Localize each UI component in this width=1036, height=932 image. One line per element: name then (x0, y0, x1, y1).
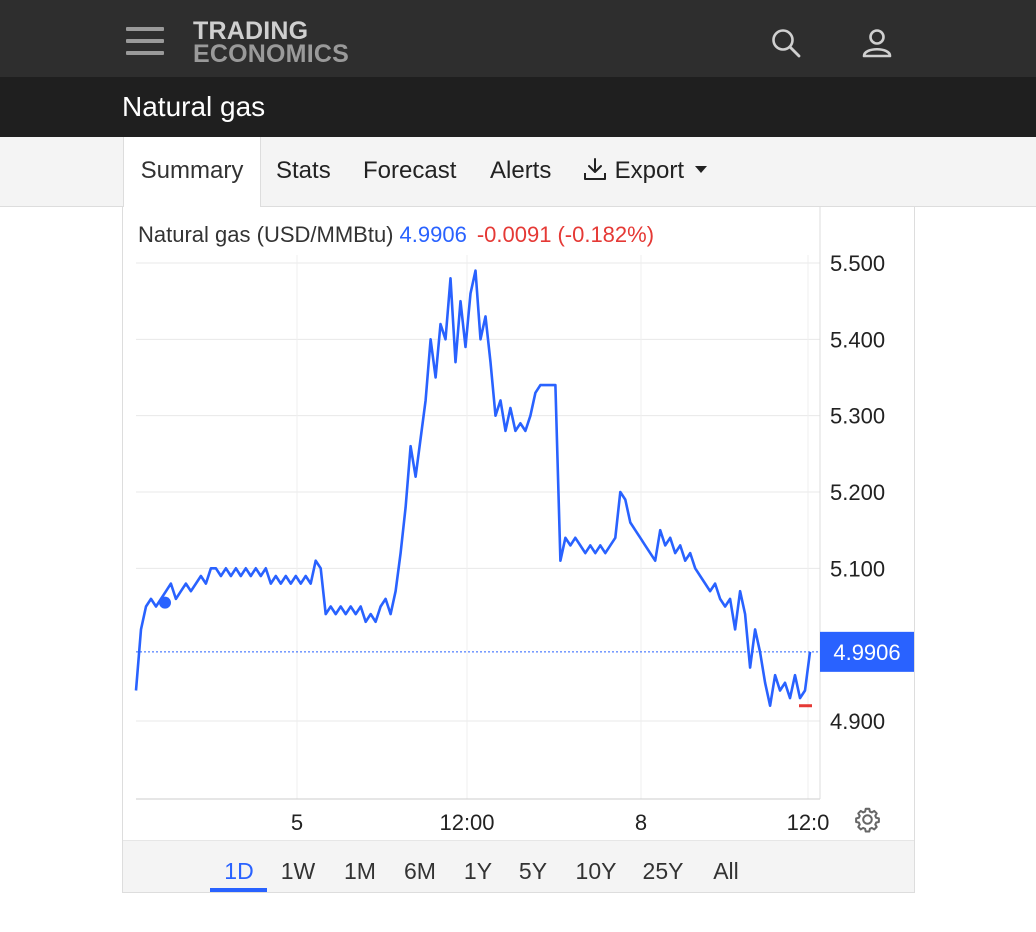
y-tick-label: 4.900 (830, 709, 885, 734)
range-1d[interactable]: 1D (224, 858, 254, 884)
tab-bar: Summary Stats Forecast Alerts Export (0, 137, 1036, 208)
settings-gear-icon[interactable] (854, 806, 881, 833)
download-icon (584, 157, 606, 180)
x-tick-label: 5 (291, 810, 303, 835)
range-10y[interactable]: 10Y (575, 858, 617, 884)
tab-alerts[interactable]: Alerts (490, 157, 552, 184)
tab-forecast[interactable]: Forecast (363, 157, 457, 184)
page-title: Natural gas (122, 91, 266, 122)
y-tick-label: 5.500 (830, 251, 885, 276)
y-tick-label: 5.300 (830, 404, 885, 429)
chevron-down-icon (694, 166, 707, 174)
last-price-label: 4.9906 (833, 640, 900, 665)
chart-grid (136, 207, 821, 800)
y-tick-label: 5.100 (830, 556, 885, 581)
tab-export[interactable]: Export (582, 137, 707, 207)
chart-markers: 4.9906 (136, 596, 914, 708)
quote-name: Natural gas (USD/MMBtu) (138, 222, 394, 247)
range-5y[interactable]: 5Y (518, 858, 548, 884)
active-range-indicator (210, 888, 267, 892)
logo[interactable]: TRADING ECONOMICS (193, 17, 349, 68)
top-navbar (0, 0, 1036, 77)
range-6m[interactable]: 6M (404, 858, 436, 884)
chart-panel (122, 207, 915, 893)
start-point-marker (159, 596, 171, 609)
user-icon[interactable] (860, 26, 894, 60)
y-tick-label: 5.400 (830, 327, 885, 352)
quote-change-pct: (-0.182%) (557, 222, 655, 247)
last-price-tag (820, 631, 914, 672)
quote-header: Natural gas (USD/MMBtu) 4.9906 -0.0091 (-0.… (138, 222, 654, 248)
x-tick-label: 12:00 (439, 810, 494, 835)
logo-line2: ECONOMICS (193, 40, 349, 68)
tab-stats[interactable]: Stats (276, 157, 331, 184)
export-label: Export (614, 157, 685, 184)
range-1m[interactable]: 1M (344, 858, 376, 884)
x-tick-label: 8 (635, 810, 647, 835)
range-selector: 1D 1W 1M 6M 1Y 5Y 10Y 25Y All (123, 840, 914, 892)
y-tick-label: 5.200 (830, 480, 885, 505)
logo-line1: TRADING (193, 17, 309, 45)
quote-change: -0.0091 (476, 222, 552, 247)
range-all[interactable]: All (713, 858, 739, 884)
range-1w[interactable]: 1W (280, 858, 316, 884)
tab-summary[interactable]: Summary (123, 137, 261, 208)
range-25y[interactable]: 25Y (642, 858, 684, 884)
y-axis-ticks: 5.500 5.400 5.300 5.200 5.100 4.900 (830, 251, 885, 734)
range-1y[interactable]: 1Y (463, 858, 493, 884)
menu-icon[interactable] (126, 27, 164, 55)
x-tick-label: 12:0 (787, 810, 830, 835)
price-series-line (134, 269, 812, 707)
x-axis-ticks: 5 12:00 8 12:0 (291, 810, 830, 835)
title-bar (0, 77, 1036, 137)
quote-price: 4.9906 (399, 222, 467, 247)
search-icon[interactable] (769, 26, 803, 60)
